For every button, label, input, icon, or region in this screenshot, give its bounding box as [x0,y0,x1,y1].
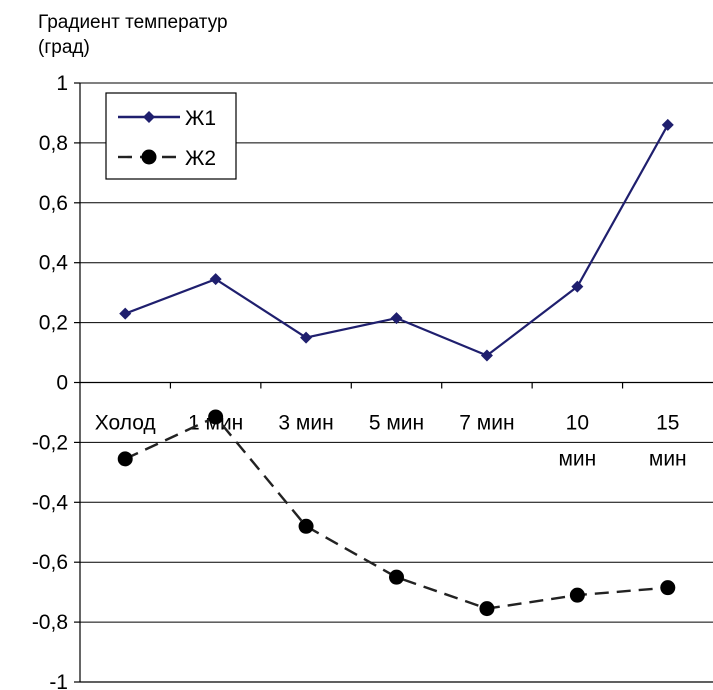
axes [74,82,713,683]
y-tick-label: -1 [49,671,68,690]
legend: Ж1 Ж2 [105,92,237,180]
y-tick-labels: 1 0,8 0,6 0,4 0,2 0 -0,2 -0,4 -0,6 -0,8 -1 [32,72,69,690]
y-tick-label: -0,8 [32,611,68,634]
series-1-point [661,118,674,131]
legend-label-1: Ж1 [185,107,216,130]
y-tick-label: 0,4 [39,252,69,275]
series-2-point [208,409,224,425]
y-tick-label: 0,8 [39,132,68,155]
series-1-point [390,312,403,325]
series-1-point [209,273,222,286]
series-1-point [571,280,584,293]
x-tick-label: 10 [566,412,589,435]
x-tick-label: Холод [95,412,156,435]
series-1-point [300,331,313,344]
series-2-point [389,569,404,585]
x-tick-label: 5 мин [369,412,424,435]
y-axis-title-line2: (град) [38,37,90,58]
legend-marker-2 [141,149,157,165]
series-2-point [117,451,133,467]
y-tick-label: 1 [56,72,68,95]
x-tick-label: 7 мин [459,412,514,435]
series-group [117,118,676,617]
x-tick-label: мин [558,448,596,471]
y-axis-title-line1: Градиент температур [38,12,228,33]
series-1-point [480,349,493,362]
y-tick-label: -0,2 [32,431,68,454]
series-1-point [119,307,132,320]
legend-marker-1 [143,111,155,123]
series-2-point [569,587,585,603]
legend-box [105,92,237,180]
y-tick-label: 0 [56,372,68,395]
y-tick-label: 0,6 [39,192,68,215]
x-tick-label: 15 [656,412,679,435]
y-axis-title: Градиент температур (град) [38,12,228,58]
series-2-point [660,580,676,596]
y-tick-label: -0,4 [32,491,69,514]
series-2-point [479,601,495,617]
x-tick-label: мин [649,448,687,471]
legend-label-2: Ж2 [185,147,216,170]
x-tick-label: 3 мин [278,412,333,435]
y-tick-label: 0,2 [39,312,68,335]
series-2-point [298,518,314,534]
y-tick-label: -0,6 [32,551,68,574]
